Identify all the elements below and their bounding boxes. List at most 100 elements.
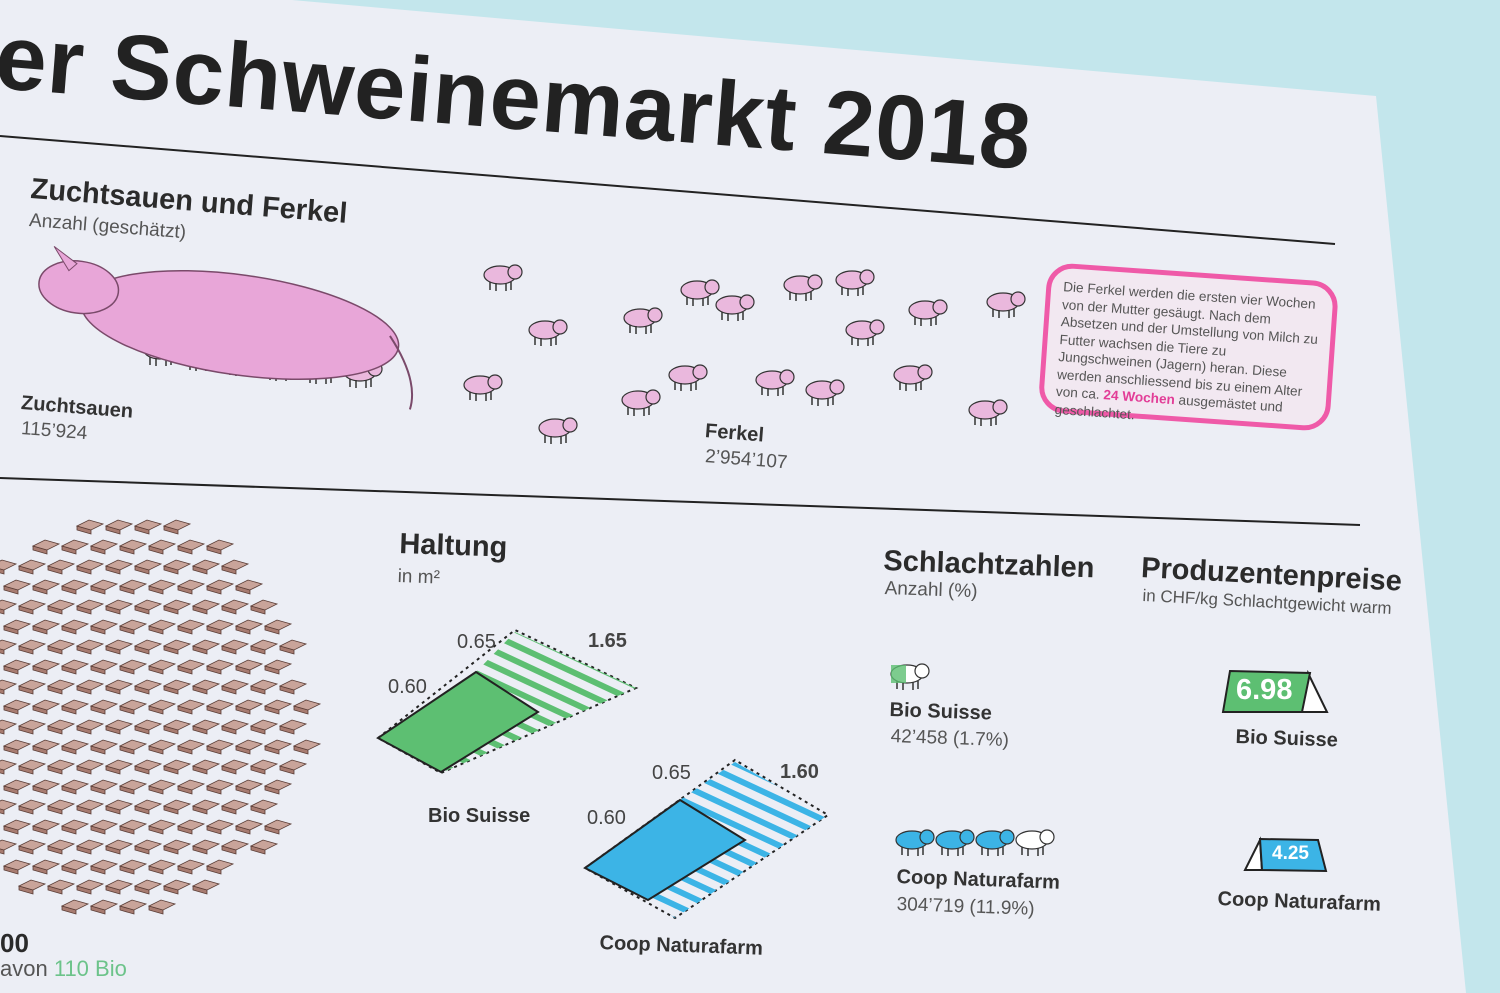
barn-icon [205, 779, 235, 791]
barn-icon [176, 779, 206, 791]
barn-icon [60, 619, 90, 631]
farms-prefix: avon [0, 956, 48, 981]
barn-icon [17, 639, 47, 651]
barn-icon [162, 679, 192, 691]
barn-icon [147, 659, 177, 671]
coop-width: 0.60 [587, 807, 626, 829]
barn-icon [147, 579, 177, 591]
farm-bricks-cluster [0, 519, 322, 915]
housing-unit: in m² [397, 566, 441, 589]
barn-icon [2, 819, 32, 831]
barn-icon-side [0, 848, 5, 855]
barn-icon [89, 579, 119, 591]
barn-icon [147, 819, 177, 831]
barn-icon [17, 719, 47, 731]
barn-icon [191, 679, 221, 691]
barn-icon [31, 539, 61, 551]
barn-icon [75, 599, 105, 611]
slaughter-bio-label: Bio Suisse [889, 699, 993, 725]
barn-icon [46, 839, 76, 851]
barn-icon [147, 699, 177, 711]
barn-icon [104, 519, 134, 531]
barn-icon [75, 759, 105, 771]
barn-icon [278, 719, 308, 731]
barn-icon [17, 679, 47, 691]
housing-bio-label: Bio Suisse [428, 805, 531, 827]
barn-icon [278, 679, 308, 691]
coop-total: 1.60 [780, 761, 819, 783]
barn-icon [176, 619, 206, 631]
barn-icon [46, 719, 76, 731]
barn-icon [191, 639, 221, 651]
barn-icon [249, 639, 279, 651]
barn-icon [133, 519, 163, 531]
farms-total: 00 [0, 928, 29, 958]
housing-heading: Haltung [398, 528, 508, 564]
barn-icon [89, 779, 119, 791]
barn-icon [60, 659, 90, 671]
barn-icon [191, 559, 221, 571]
housing-coop-diagram [583, 758, 830, 920]
barn-icon [46, 799, 76, 811]
coop-depth: 0.65 [652, 762, 691, 784]
barn-icon [60, 579, 90, 591]
barn-icon [191, 599, 221, 611]
price-bio-label: Bio Suisse [1235, 726, 1339, 752]
barn-icon [263, 819, 293, 831]
barn-icon [118, 859, 148, 871]
sow-illustration [38, 245, 414, 410]
barn-icon [0, 799, 18, 811]
pig-icon-bio [890, 663, 930, 691]
barn-icon [220, 679, 250, 691]
barn-icon [191, 879, 221, 891]
barn-icon [234, 619, 264, 631]
piglets-label: Ferkel [704, 420, 765, 447]
barn-icon [31, 699, 61, 711]
barn-icon-side [0, 728, 5, 735]
barn-icon [75, 799, 105, 811]
barn-icon [0, 639, 18, 651]
barn-icon [220, 719, 250, 731]
barn-icon [205, 539, 235, 551]
barn-icon [133, 879, 163, 891]
barn-icon [234, 819, 264, 831]
barn-icon [162, 719, 192, 731]
barn-icon [176, 659, 206, 671]
barn-icon [60, 539, 90, 551]
barn-icon [147, 619, 177, 631]
barn-icon [249, 719, 279, 731]
barn-icon [147, 739, 177, 751]
price-tag-icon-coop [1243, 836, 1328, 873]
barn-icon [263, 699, 293, 711]
barn-icon [75, 719, 105, 731]
barn-icon [278, 639, 308, 651]
barn-icon [118, 739, 148, 751]
info-text: Die Ferkel werden die ersten vier Wochen… [1055, 279, 1319, 403]
barn-icon [31, 619, 61, 631]
barn-icon [133, 719, 163, 731]
barn-icon [162, 639, 192, 651]
barn-icon [75, 839, 105, 851]
barn-icon [234, 579, 264, 591]
barn-icon [31, 659, 61, 671]
barn-icon [133, 559, 163, 571]
info-highlight: 24 Wochen [1102, 387, 1176, 408]
barn-icon [17, 839, 47, 851]
barn-icon [118, 819, 148, 831]
barn-icon [162, 559, 192, 571]
barn-icon [17, 759, 47, 771]
barn-icon [0, 719, 18, 731]
barn-icon [205, 579, 235, 591]
barn-icon [104, 719, 134, 731]
barn-icon [118, 779, 148, 791]
barn-icon-side [0, 688, 5, 695]
price-bio-value: 6.98 [1236, 674, 1293, 706]
barn-icon [46, 559, 76, 571]
barn-icon [17, 879, 47, 891]
barn-icon [263, 739, 293, 751]
barn-icon [249, 759, 279, 771]
barn-icon [17, 799, 47, 811]
barn-icon [2, 619, 32, 631]
barn-icon [0, 559, 18, 571]
price-coop-value: 4.25 [1272, 843, 1309, 864]
